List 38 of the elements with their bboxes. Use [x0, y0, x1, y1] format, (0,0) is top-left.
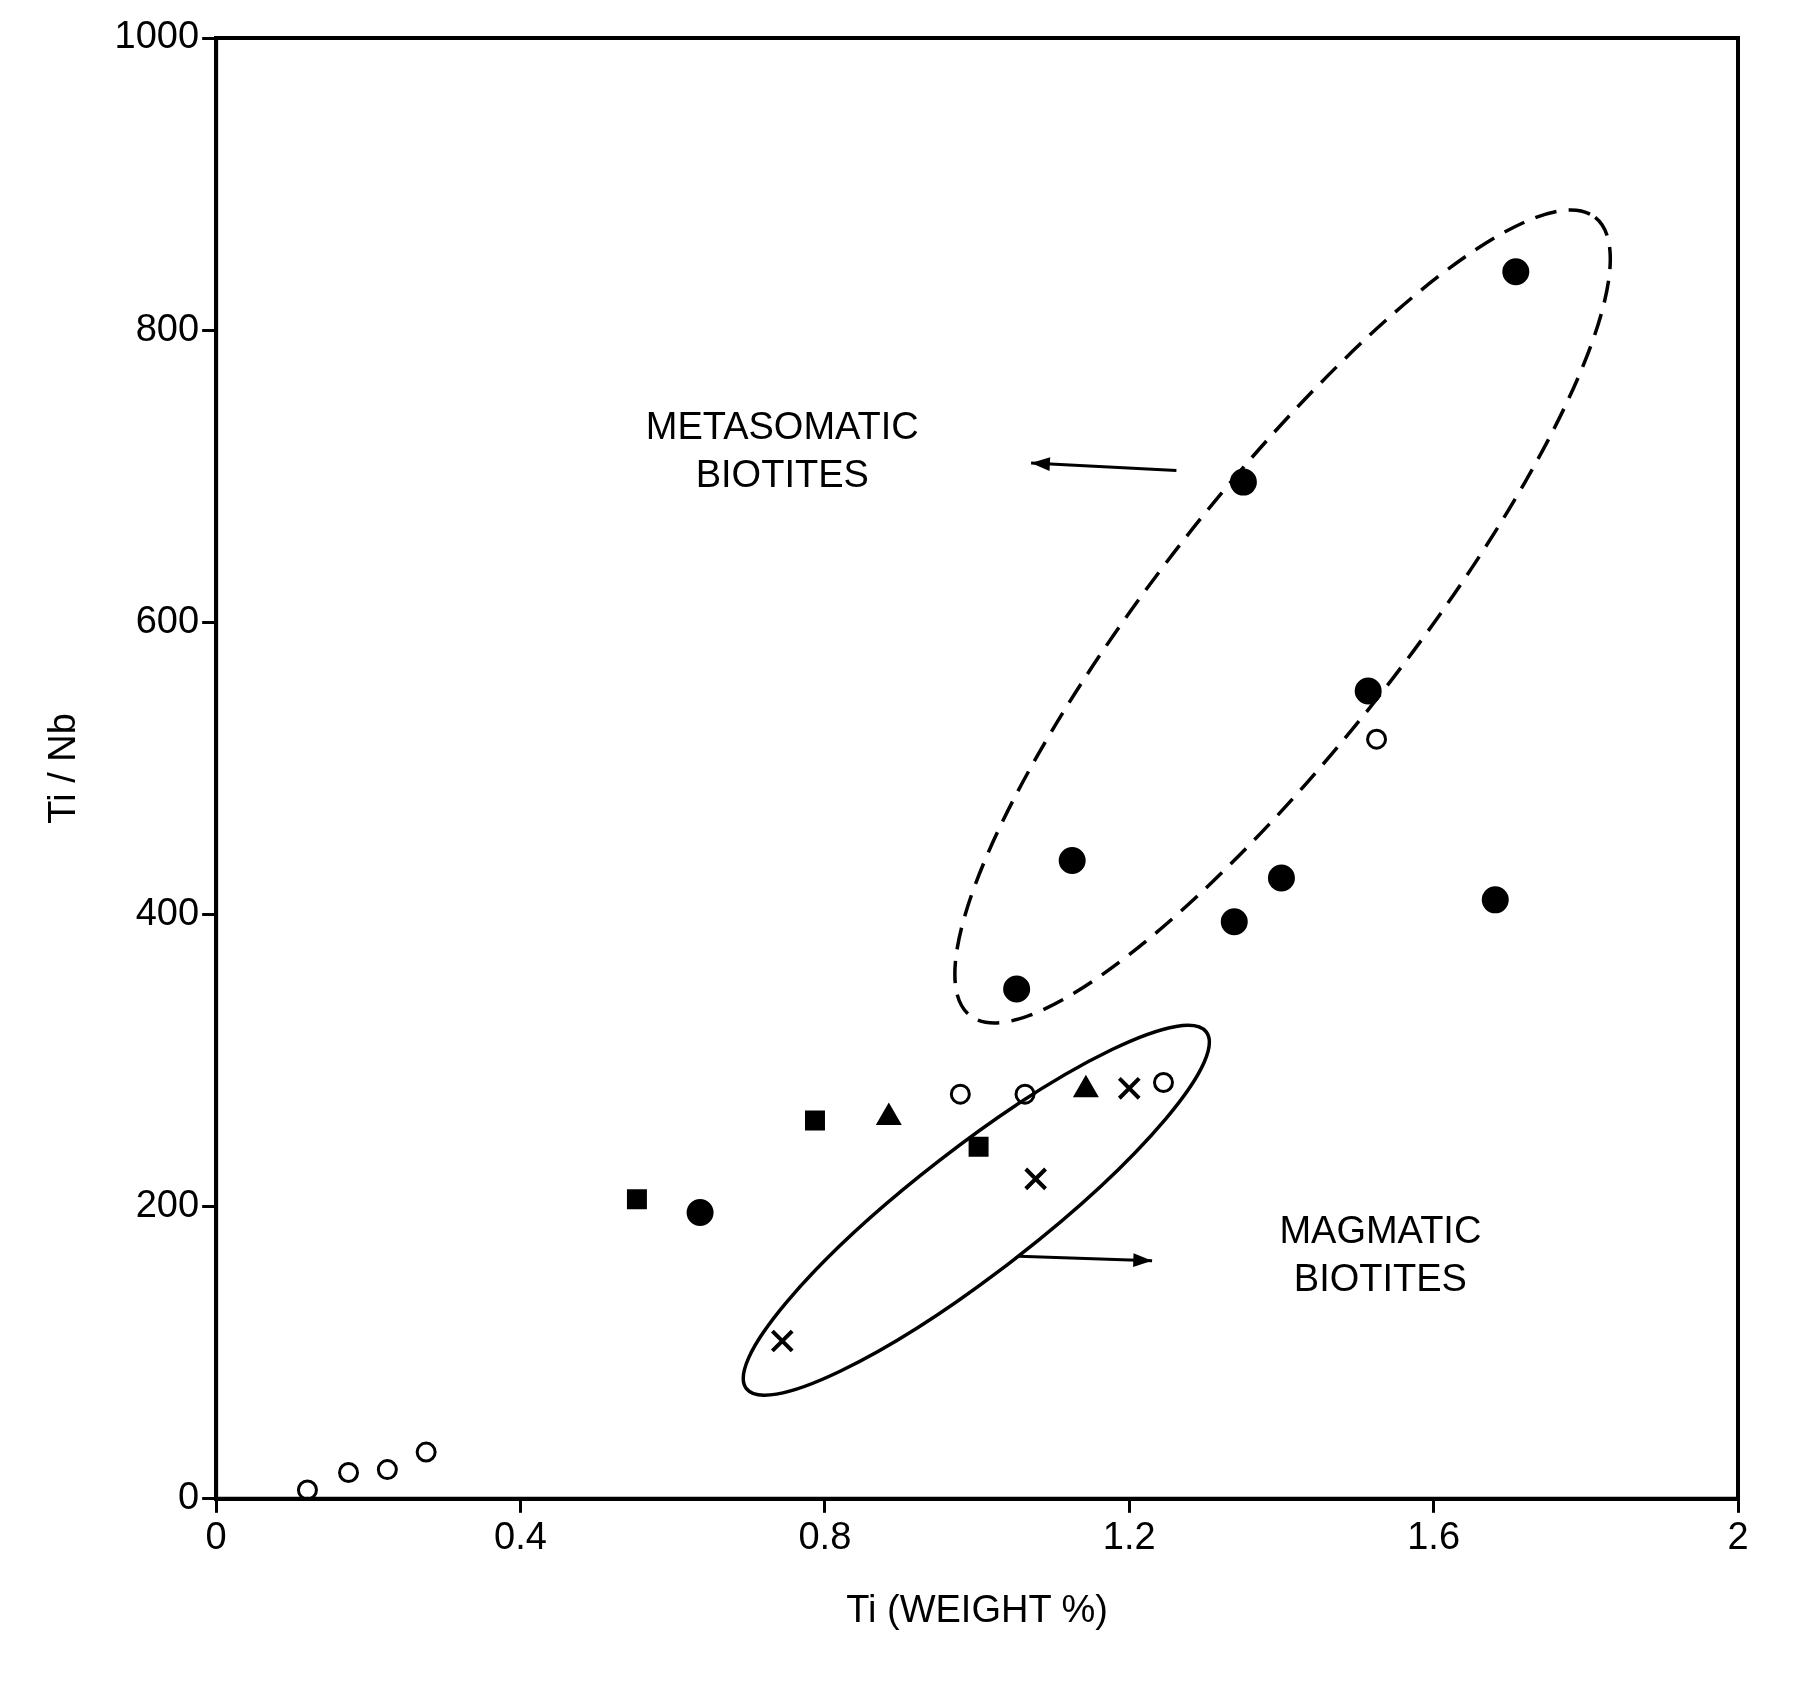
annotation: METASOMATIC BIOTITES — [645, 405, 919, 496]
point — [376, 1459, 398, 1481]
point — [1229, 468, 1257, 496]
point — [415, 1441, 437, 1463]
point — [1267, 864, 1295, 892]
x-tick-label: 0.8 — [798, 1515, 852, 1558]
point — [686, 1198, 714, 1226]
point — [1023, 1166, 1048, 1191]
y-axis-title: Ti / Nb — [41, 713, 84, 824]
point — [1366, 728, 1388, 750]
point — [1153, 1071, 1174, 1093]
x-tick-label: 0.4 — [494, 1515, 547, 1558]
point — [968, 1136, 989, 1157]
x-tick-label: 1.2 — [1102, 1515, 1156, 1558]
point — [949, 1083, 971, 1105]
point — [1354, 677, 1382, 705]
y-tick-label: 1000 — [114, 14, 200, 57]
y-tick-label: 600 — [135, 598, 200, 641]
point — [1220, 908, 1248, 936]
point — [296, 1479, 318, 1499]
y-tick-label: 0 — [177, 1475, 200, 1518]
point — [1003, 975, 1031, 1003]
x-tick-label: 1.6 — [1407, 1515, 1461, 1558]
x-axis-title: Ti (WEIGHT %) — [846, 1587, 1108, 1630]
point — [1502, 258, 1530, 286]
point — [626, 1189, 647, 1210]
point — [1117, 1076, 1142, 1101]
point — [1058, 846, 1086, 874]
y-tick-label: 800 — [135, 306, 200, 349]
point — [338, 1462, 360, 1484]
x-tick-label: 2 — [1727, 1515, 1749, 1558]
y-tick-label: 400 — [135, 890, 200, 933]
x-tick-label: 0 — [205, 1515, 227, 1558]
annotation: MAGMATIC BIOTITES — [1279, 1208, 1482, 1299]
point — [1481, 886, 1509, 914]
y-tick-label: 200 — [135, 1183, 200, 1226]
point — [805, 1110, 825, 1131]
point — [770, 1329, 795, 1353]
